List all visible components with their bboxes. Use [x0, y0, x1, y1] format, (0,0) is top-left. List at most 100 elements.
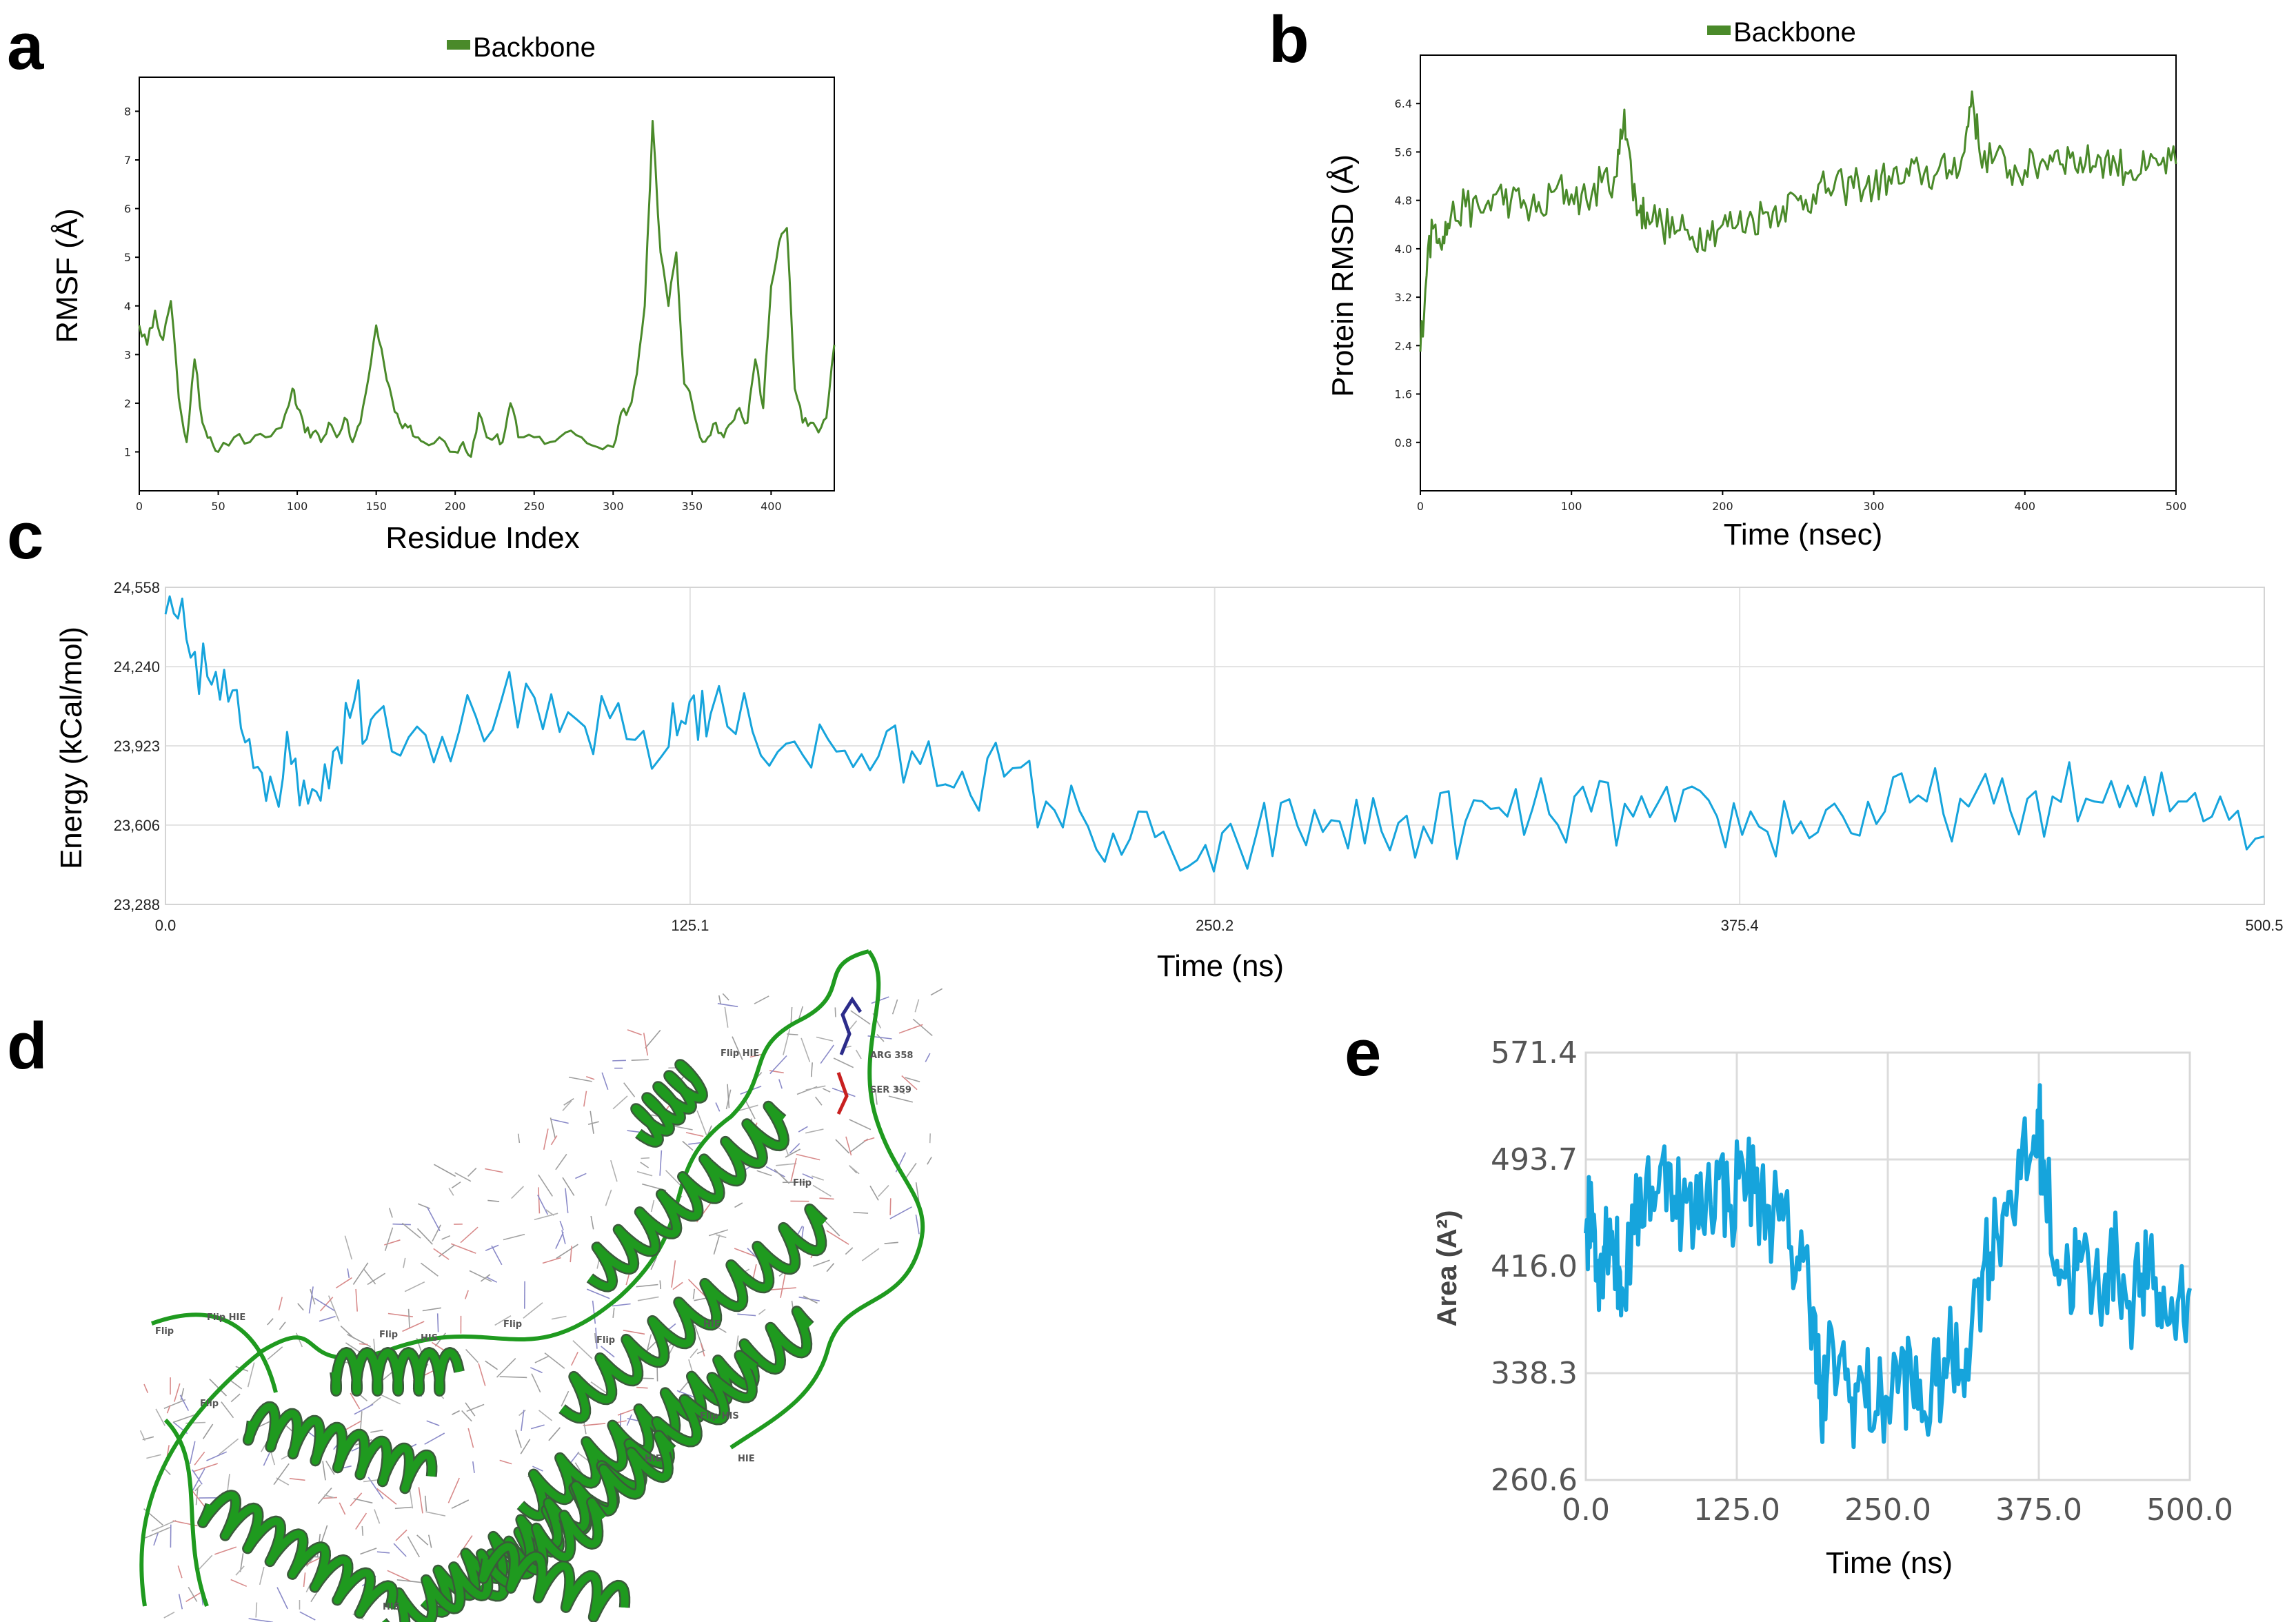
sidechain-stick — [259, 1566, 265, 1585]
panel-letter-a: a — [7, 10, 44, 83]
x-axis-label-b: Time (nsec) — [1724, 518, 1883, 551]
sidechain-stick — [544, 1352, 565, 1369]
series-line-b — [1419, 90, 2177, 352]
panel-a-rmsf-chart: Backbone 0 50 100 150 200 250 300 350 400 1 2 3 4 5 6 7… — [50, 32, 836, 555]
sidechain-stick — [914, 999, 920, 1013]
sidechain-stick — [848, 1164, 860, 1175]
x-tick-label-c: 375.4 — [1721, 917, 1759, 934]
sidechain-stick — [360, 1548, 377, 1555]
y-tick-label-a: 1 — [124, 446, 131, 459]
y-tick-label-b: 6.4 — [1395, 97, 1412, 110]
sidechain-stick — [562, 1177, 575, 1196]
sidechain-stick — [601, 1346, 615, 1358]
sidechain-stick — [418, 1487, 423, 1514]
sidechain-stick — [369, 1397, 381, 1407]
sidechain-stick — [845, 1136, 852, 1156]
sidechain-stick — [590, 1381, 610, 1395]
sidechain-stick — [460, 1226, 479, 1244]
sidechain-stick — [174, 1383, 181, 1402]
sidechain-stick — [929, 1133, 931, 1144]
x-tick-label-b: 200 — [1712, 500, 1733, 513]
sidechain-stick — [623, 1330, 645, 1335]
sidechain-stick — [485, 1168, 503, 1173]
sidechain-stick — [221, 1401, 234, 1419]
sidechain-stick — [387, 1570, 412, 1582]
sidechain-stick — [465, 1402, 476, 1417]
sidechain-stick — [178, 1594, 183, 1610]
sidechain-stick — [780, 1272, 786, 1298]
x-axis-label-e: Time (ns) — [1826, 1546, 1953, 1580]
sidechain-stick — [930, 988, 943, 996]
x-tick-label-a: 100 — [287, 500, 308, 513]
y-tick-label-c: 24,240 — [114, 658, 160, 676]
sidechain-stick — [543, 1128, 549, 1150]
y-tick-label-b: 3.2 — [1395, 291, 1412, 304]
sidechain-stick — [641, 1157, 650, 1159]
arg-residue-sticks — [839, 996, 863, 1055]
legend-swatch-a — [447, 40, 470, 50]
sidechain-stick — [263, 1452, 270, 1466]
sidechain-stick — [623, 1082, 636, 1097]
sidechain-stick — [835, 1139, 850, 1154]
sidechain-stick — [850, 1010, 871, 1025]
sidechain-stick — [303, 1572, 306, 1587]
sidechain-stick — [487, 1199, 500, 1202]
sidechain-stick — [834, 1007, 836, 1017]
sidechain-stick — [185, 1592, 201, 1603]
legend-swatch-b — [1707, 26, 1731, 35]
sidechain-stick — [376, 1551, 390, 1554]
sidechain-stick — [659, 1150, 663, 1176]
sidechain-stick — [820, 1044, 834, 1064]
residue-label: Flip — [596, 1335, 615, 1346]
residue-label: Flip — [503, 1319, 522, 1330]
panel-letter-c: c — [7, 499, 43, 573]
sidechain-stick — [324, 1494, 334, 1499]
sidechain-stick — [319, 1315, 336, 1322]
sidechain-stick — [403, 1257, 406, 1268]
sidechain-stick — [499, 1459, 512, 1465]
axis-ticks-a: 0 50 100 150 200 250 300 350 400 1 2 3 4 5 6 7 8 — [124, 105, 782, 513]
sidechain-stick — [494, 1315, 512, 1326]
sidechain-stick — [407, 1536, 420, 1558]
y-tick-label-e: 416.0 — [1491, 1249, 1578, 1284]
sidechain-stick — [425, 1511, 446, 1517]
sidechain-stick — [776, 1163, 797, 1166]
sidechain-stick — [466, 1403, 485, 1412]
sidechain-stick — [871, 996, 889, 1004]
sidechain-stick — [353, 1498, 373, 1504]
sidechain-stick — [363, 1268, 376, 1285]
y-tick-label-e: 493.7 — [1491, 1142, 1578, 1177]
sidechain-stick — [789, 1143, 800, 1154]
x-tick-label-a: 50 — [211, 500, 225, 513]
sidechain-stick — [572, 1340, 593, 1359]
sidechain-stick — [393, 1543, 407, 1557]
residue-label: HIE — [645, 1454, 662, 1464]
sidechain-stick — [434, 1164, 456, 1177]
x-tick-label-a: 250 — [523, 500, 545, 513]
sidechain-stick — [627, 1029, 642, 1036]
sidechain-stick — [247, 1362, 255, 1388]
sidechain-stick — [555, 1232, 564, 1249]
sidechain-stick — [518, 1409, 526, 1417]
sidechain-stick — [833, 1057, 854, 1068]
sidechain-stick — [235, 1565, 245, 1576]
sidechain-stick — [570, 1351, 578, 1366]
sidechain-stick — [874, 1089, 878, 1105]
loop-ribbon-2 — [729, 950, 925, 1450]
sidechain-stick — [347, 1268, 350, 1279]
sidechain-stick — [192, 1469, 203, 1485]
sidechain-stick — [863, 1137, 875, 1142]
sidechain-stick — [276, 1587, 288, 1610]
sidechain-stick — [396, 1579, 423, 1583]
sidechain-stick — [485, 1360, 498, 1370]
residue-label: HIE — [738, 1454, 755, 1464]
sidechain-stick — [689, 1348, 698, 1359]
residue-label: Flip HIS — [700, 1411, 739, 1421]
sidechain-stick — [555, 1153, 567, 1170]
residue-label: Flip — [200, 1399, 219, 1409]
helix-ribbon — [559, 1205, 827, 1422]
y-tick-label-c: 23,923 — [114, 738, 160, 755]
sidechain-stick — [472, 1461, 475, 1474]
sidechain-stick — [202, 1423, 214, 1439]
sidechain-stick — [465, 1348, 479, 1364]
